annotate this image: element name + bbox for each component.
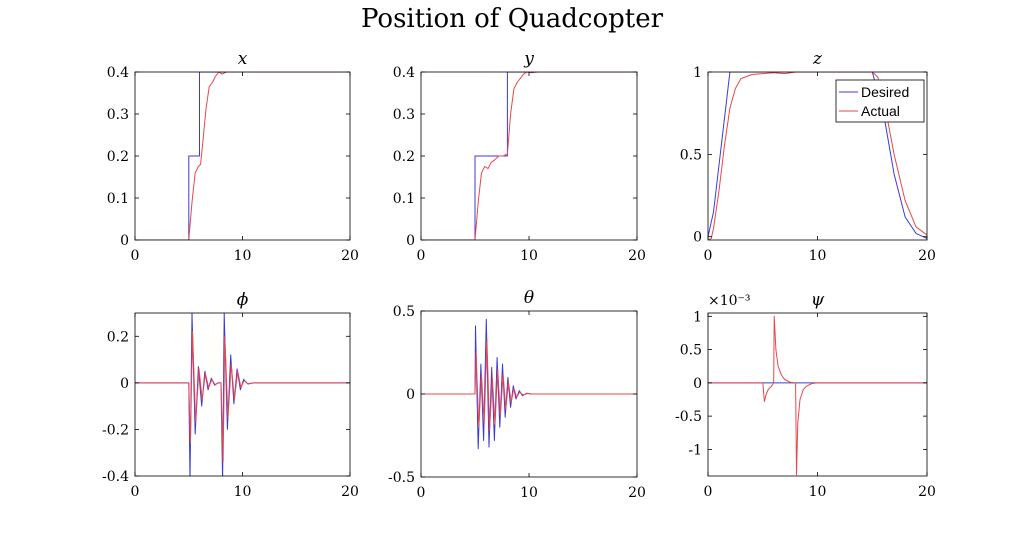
legend-box — [835, 79, 925, 123]
plot-title: z — [812, 49, 823, 69]
y-tick-label: -0.4 — [102, 469, 129, 485]
y-tick-label: 0.2 — [107, 149, 129, 165]
y-tick-label: -0.5 — [388, 470, 415, 486]
plot-x: x 0 10 20 0 0.1 0.2 0.3 0.4 — [107, 49, 359, 264]
plot-psi: ψ ×10⁻³ 0 10 20 -1 -0.5 0 0.5 1 — [675, 290, 936, 500]
y-tick-label: 0 — [693, 230, 702, 246]
legend: Desired Actual — [835, 79, 925, 123]
x-tick-label: 20 — [628, 248, 646, 264]
axes-frame — [420, 71, 638, 241]
series-line-desired — [135, 313, 350, 476]
plot-title: θ — [524, 288, 534, 308]
y-tick-label: 0 — [120, 376, 129, 392]
y-tick-label: -0.2 — [102, 422, 129, 438]
exponent-label: ×10⁻³ — [708, 293, 751, 309]
y-tick-label: -1 — [688, 442, 702, 458]
y-tick-label: 0.5 — [680, 343, 702, 359]
y-tick-label: 0.4 — [107, 65, 129, 81]
x-tick-label: 10 — [809, 248, 827, 264]
y-tick-label: 0.5 — [680, 147, 702, 163]
series-line-desired — [421, 318, 637, 450]
x-tick-label: 10 — [234, 248, 252, 264]
y-tick-label: 1 — [693, 309, 702, 325]
y-tick-label: 0 — [406, 387, 415, 403]
x-tick-label: 0 — [417, 248, 426, 264]
y-tick-label: 0.1 — [393, 191, 415, 207]
x-tick-label: 0 — [704, 484, 713, 500]
y-tick-label: 0.2 — [393, 149, 415, 165]
y-tick-label: 0.4 — [393, 65, 415, 81]
x-tick-label: 10 — [234, 484, 252, 500]
y-tick-label: 0 — [406, 233, 415, 249]
x-tick-label: 20 — [341, 248, 359, 264]
x-tick-label: 0 — [131, 484, 140, 500]
figure-title: Position of Quadcopter — [361, 4, 664, 34]
plot-theta: θ0 10 20-0.500.5 — [388, 288, 646, 501]
axes-frame — [134, 71, 351, 241]
series-line-actual — [708, 315, 927, 476]
axes-frame — [707, 312, 928, 477]
legend-label-actual: Actual — [861, 103, 900, 119]
x-tick-label: 20 — [918, 484, 936, 500]
x-tick-label: 10 — [809, 484, 827, 500]
x-tick-label: 0 — [131, 248, 140, 264]
series-line-actual — [135, 331, 350, 463]
y-tick-label: 0.1 — [107, 191, 129, 207]
legend-label-desired: Desired — [861, 84, 909, 100]
series-line-actual — [421, 338, 637, 431]
plot-title: ϕ — [237, 290, 249, 310]
plot-title: ψ — [811, 290, 825, 310]
axes-frame — [134, 312, 351, 477]
series-line-actual — [135, 72, 350, 240]
plot-z: z 0 10 20 0 0.5 1 Desired Actual — [680, 49, 936, 264]
x-tick-label: 0 — [704, 248, 713, 264]
plot-title: x — [238, 49, 248, 69]
y-tick-label: -0.5 — [675, 409, 702, 425]
x-tick-label: 20 — [628, 485, 646, 501]
series-line-desired — [421, 72, 637, 240]
series-line-actual — [708, 72, 927, 240]
plot-title: y — [523, 49, 534, 69]
plot-phi: ϕ 0 10 20 -0.4 -0.2 0 0.2 — [102, 290, 359, 500]
y-tick-label: 0.3 — [393, 107, 415, 123]
x-tick-label: 10 — [520, 485, 538, 501]
y-tick-label: 0.5 — [393, 304, 415, 320]
plot-y: y 0 10 20 0 0.1 0.2 0.3 0.4 — [393, 49, 646, 264]
x-tick-label: 20 — [341, 484, 359, 500]
series-line-actual — [421, 72, 637, 240]
y-tick-label: 0 — [693, 376, 702, 392]
y-tick-label: 0.3 — [107, 107, 129, 123]
x-tick-label: 0 — [417, 485, 426, 501]
y-tick-label: 0 — [120, 233, 129, 249]
x-tick-label: 20 — [918, 248, 936, 264]
series-line-desired — [135, 72, 350, 240]
y-tick-label: 0.2 — [107, 329, 129, 345]
x-tick-label: 10 — [520, 248, 538, 264]
y-tick-label: 1 — [693, 65, 702, 81]
